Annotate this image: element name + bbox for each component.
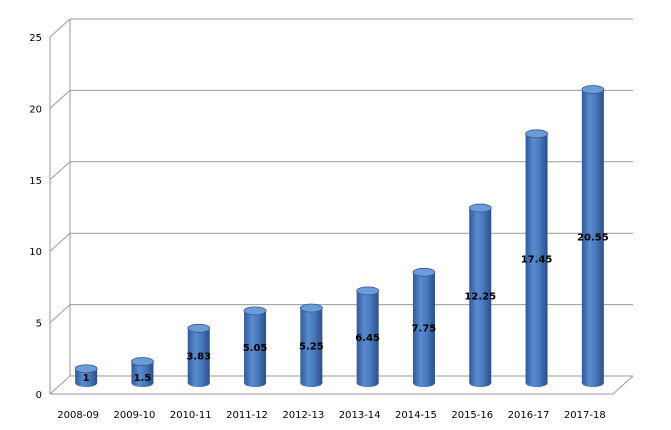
y-tick-label: 5 (36, 319, 42, 330)
bar-top (74, 364, 98, 374)
x-axis: 2008-09 2009-10 2010-11 2011-12 2012-13 2013-… (57, 410, 605, 421)
y-tick-label: 15 (29, 176, 42, 187)
bar-top (412, 267, 436, 277)
bar-top (243, 306, 267, 316)
bar-body (300, 308, 323, 387)
x-tick-label: 2015-16 (451, 410, 493, 421)
data-label: 1 (83, 373, 90, 384)
gridline-side (49, 304, 71, 323)
x-tick-label: 2008-09 (57, 410, 99, 421)
bar-body (244, 310, 267, 387)
x-tick-label: 2009-10 (114, 410, 156, 421)
bar: 1 (74, 364, 98, 387)
data-label: 3.83 (186, 352, 211, 363)
bar: 1.5 (131, 357, 154, 387)
bar-body (581, 89, 604, 388)
bar: 3.83 (186, 323, 211, 387)
gridline-side (49, 161, 71, 181)
data-label: 12.25 (464, 292, 496, 303)
bar: 12.25 (464, 203, 496, 387)
x-tick-label: 2012-13 (282, 410, 324, 421)
bar-body (75, 368, 98, 387)
bar-top (131, 357, 154, 366)
bar: 7.75 (412, 267, 437, 387)
y-tick-label: 25 (29, 33, 42, 44)
data-label: 20.55 (577, 232, 609, 243)
bar-body (131, 361, 154, 387)
bar: 6.45 (355, 286, 380, 387)
x-tick-label: 2014-15 (395, 410, 437, 421)
x-tick-label: 2016-17 (508, 410, 550, 421)
bar-top (468, 203, 492, 213)
bar-body (469, 208, 492, 387)
bar-top (525, 129, 548, 139)
gridline-side (49, 375, 71, 395)
bar: 5.05 (243, 306, 268, 387)
gridline-side (49, 232, 71, 252)
x-tick-label: 2017-18 (564, 410, 606, 421)
bar-top (299, 303, 323, 313)
floor-right-edge (612, 375, 634, 395)
data-label: 7.75 (412, 324, 437, 335)
bar-top (356, 286, 380, 296)
gridline-side (49, 90, 71, 109)
bar: 20.55 (577, 85, 609, 388)
data-label: 6.45 (355, 333, 380, 344)
x-tick-label: 2013-14 (339, 410, 381, 421)
gridline-side (49, 18, 71, 38)
data-label: 5.25 (299, 342, 324, 353)
y-tick-label: 20 (29, 104, 42, 115)
x-tick-label: 2010-11 (170, 410, 212, 421)
y-tick-label: 10 (29, 247, 42, 258)
bar: 17.45 (521, 129, 553, 387)
bar-body (525, 133, 548, 387)
bar-top (187, 323, 211, 333)
data-label: 1.5 (134, 373, 152, 384)
y-tick-label: 0 (36, 390, 42, 401)
data-label: 5.05 (243, 343, 268, 354)
bar-top (581, 85, 605, 94)
bar: 5.25 (299, 303, 324, 387)
bar-series: 1 1.5 3.83 5.05 5.25 6.45 7.75 12.25 17.45 20.55 (74, 85, 609, 388)
bar-body (187, 328, 210, 387)
data-label: 17.45 (521, 254, 553, 265)
x-tick-label: 2011-12 (226, 410, 268, 421)
bar-body (356, 290, 379, 387)
bar-body (412, 272, 435, 387)
y-axis: 0 5 10 15 20 25 (29, 33, 42, 401)
